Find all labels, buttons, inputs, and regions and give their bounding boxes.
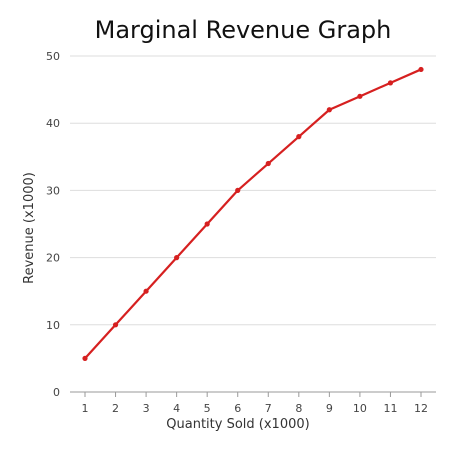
data-point [418,66,424,73]
x-tick-label: 5 [204,402,211,415]
x-tick-label: 2 [112,402,119,415]
y-axis-ticks: 0 10 20 30 40 50 [46,50,60,399]
y-tick-label: 20 [46,252,60,265]
chart-title: Marginal Revenue Graph [95,16,392,44]
data-point [357,93,363,99]
data-point [112,322,119,328]
x-tick-label: 8 [295,402,302,415]
x-tick-label: 6 [234,402,241,415]
y-tick-label: 0 [53,386,60,399]
data-point [174,255,180,261]
grid-lines [70,55,436,393]
y-tick-label: 30 [46,184,60,197]
data-point [204,221,210,227]
y-tick-label: 10 [46,319,60,332]
x-axis-ticks: 1 2 3 4 5 6 7 8 9 10 11 12 [82,392,428,415]
data-series [82,66,424,361]
y-tick-label: 50 [46,50,60,63]
x-tick-label: 11 [383,402,397,415]
x-tick-label: 1 [82,402,89,415]
x-tick-label: 12 [414,402,428,415]
data-point [265,160,271,167]
y-tick-label: 40 [46,117,60,130]
data-point [296,134,302,140]
y-axis-label: Revenue (x1000) [22,172,37,284]
data-point [326,107,332,113]
x-tick-label: 3 [143,402,150,415]
data-point [143,288,149,294]
data-point [235,187,241,193]
x-tick-label: 4 [173,402,180,415]
x-axis-label: Quantity Sold (x1000) [166,417,309,432]
data-point [387,80,394,86]
x-tick-label: 9 [326,402,333,415]
x-tick-label: 7 [265,402,272,415]
x-tick-label: 10 [353,402,367,415]
series-line [83,68,423,360]
data-point [82,355,88,361]
